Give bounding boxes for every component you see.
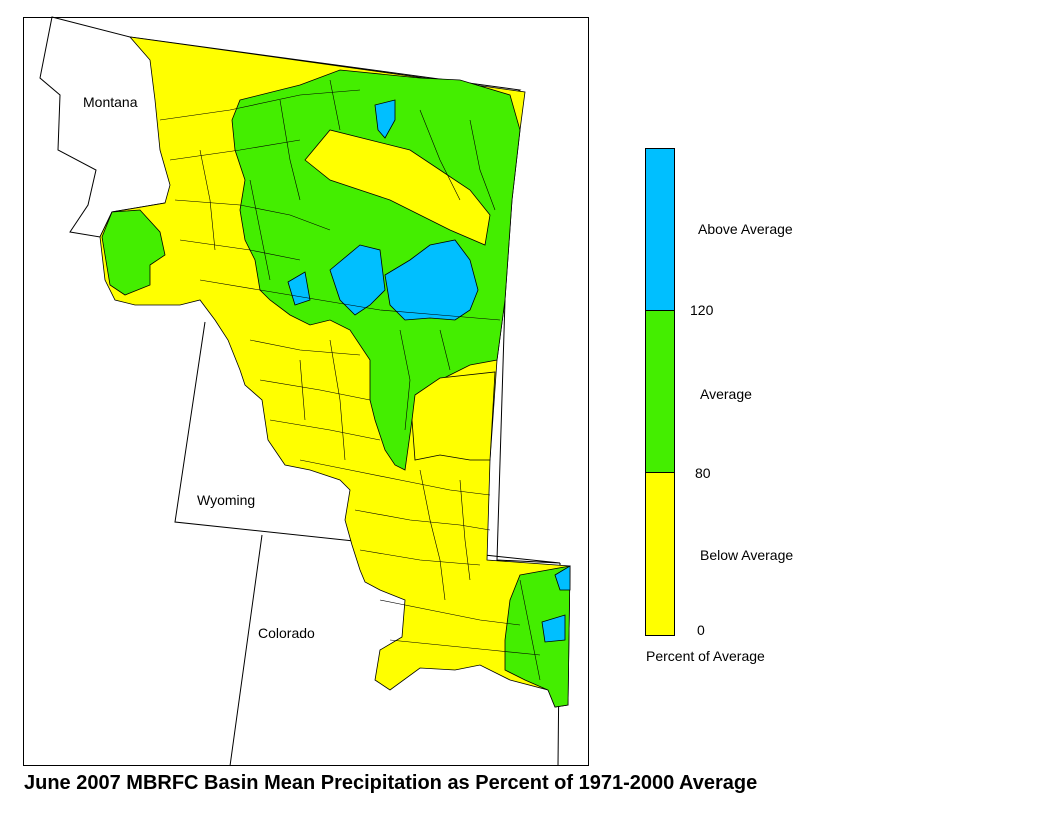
basin-above-1 [329, 244, 386, 316]
basin-below-north [304, 129, 491, 246]
basin-boundaries [159, 79, 541, 681]
basin-regions [99, 36, 571, 708]
state-label-montana: Montana [83, 94, 138, 110]
legend-label-below: Below Average [700, 547, 794, 563]
basin-average-southeast [504, 565, 571, 708]
legend-label-above: Above Average [698, 221, 793, 237]
legend-tick-80: 80 [695, 465, 711, 481]
basin-above-6 [541, 614, 566, 643]
legend-color-bar [645, 148, 675, 636]
basin-average-west [101, 209, 166, 296]
legend-swatch-above [646, 149, 674, 311]
basin-above-3 [287, 271, 311, 306]
basin-above-4 [374, 99, 396, 139]
legend-unit-label: Percent of Average [646, 648, 765, 664]
basin-above-5 [554, 565, 571, 591]
state-label-wyoming: Wyoming [197, 492, 256, 508]
state-label-colorado: Colorado [258, 625, 315, 641]
legend-tick-0: 0 [697, 622, 705, 638]
legend-swatch-average [646, 311, 674, 473]
map-title: June 2007 MBRFC Basin Mean Precipitation… [24, 772, 758, 794]
basin-above-2 [384, 239, 479, 321]
legend-swatch-below [646, 473, 674, 635]
basin-below-east [411, 371, 496, 461]
legend-tick-120: 120 [690, 302, 714, 318]
legend-label-average: Average [700, 386, 752, 402]
